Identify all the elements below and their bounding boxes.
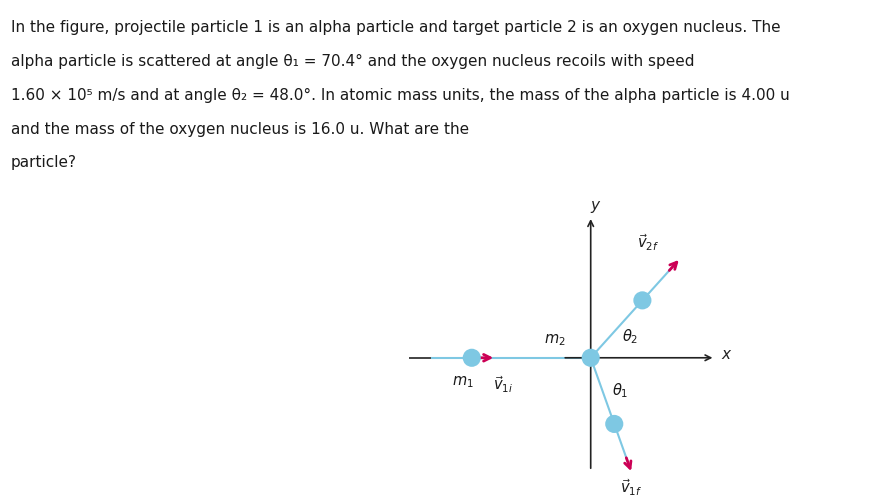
Text: $\theta_1$: $\theta_1$ (612, 381, 629, 400)
Text: and the mass of the oxygen nucleus is 16.0 u. What are the: and the mass of the oxygen nucleus is 16… (11, 122, 474, 136)
Circle shape (605, 415, 624, 433)
Text: $\vec{v}_{2f}$: $\vec{v}_{2f}$ (638, 232, 660, 252)
Circle shape (463, 349, 481, 367)
Circle shape (582, 349, 599, 367)
Text: $\theta_2$: $\theta_2$ (622, 327, 638, 346)
Text: alpha particle is scattered at angle θ₁ = 70.4° and the oxygen nucleus recoils w: alpha particle is scattered at angle θ₁ … (11, 54, 694, 69)
Text: 1.60 × 10⁵ m/s and at angle θ₂ = 48.0°. In atomic mass units, the mass of the al: 1.60 × 10⁵ m/s and at angle θ₂ = 48.0°. … (11, 88, 789, 103)
Circle shape (633, 291, 651, 309)
Text: In the figure, projectile particle 1 is an alpha particle and target particle 2 : In the figure, projectile particle 1 is … (11, 20, 780, 35)
Text: $\vec{v}_{1i}$: $\vec{v}_{1i}$ (493, 375, 513, 395)
Text: $\vec{v}_{1f}$: $\vec{v}_{1f}$ (621, 477, 642, 498)
Text: $m_2$: $m_2$ (543, 332, 566, 348)
Text: $m_1$: $m_1$ (452, 375, 474, 390)
Text: particle?: particle? (11, 155, 77, 170)
Text: x: x (721, 348, 730, 363)
Text: y: y (591, 198, 599, 213)
